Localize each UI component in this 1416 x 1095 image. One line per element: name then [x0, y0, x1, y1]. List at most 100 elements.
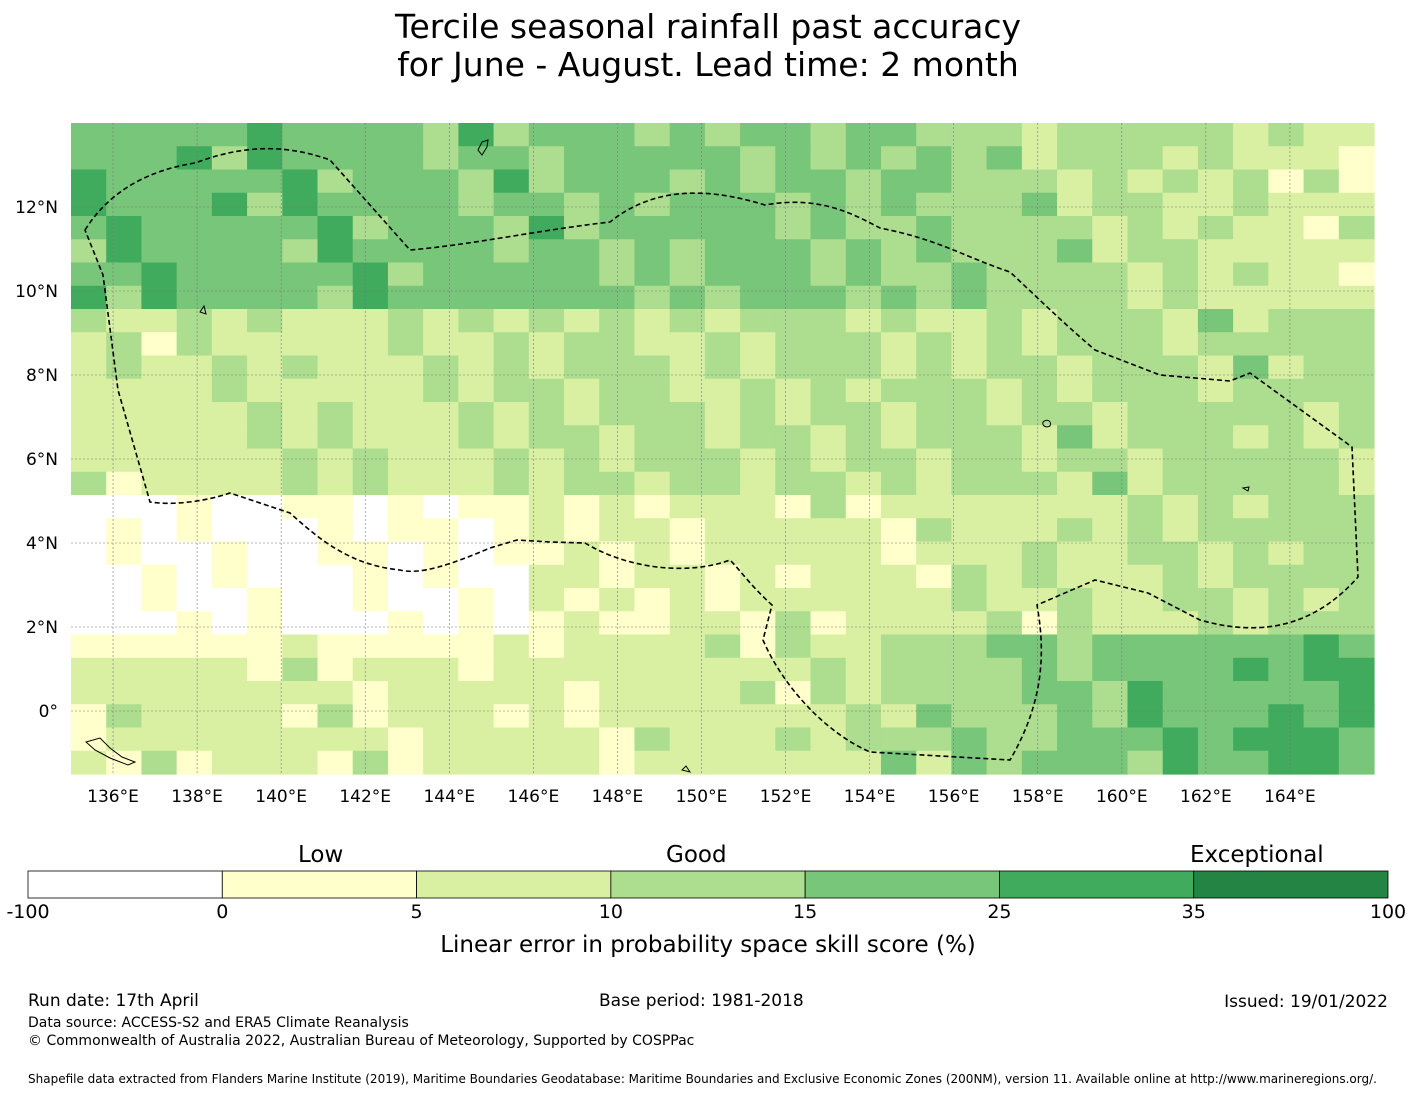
skill-cell	[528, 192, 565, 217]
skill-cell	[1233, 611, 1269, 636]
skill-cell	[106, 634, 143, 659]
skill-cell	[528, 169, 565, 194]
skill-cell	[845, 378, 882, 403]
skill-cell	[1268, 564, 1305, 589]
skill-cell	[1268, 355, 1305, 380]
skill-cell	[528, 448, 565, 473]
skill-cell	[1162, 588, 1199, 612]
skill-cell	[986, 634, 1023, 659]
skill-cell	[740, 750, 776, 775]
skill-cell	[810, 355, 847, 380]
skill-cell	[810, 425, 847, 450]
skill-cell	[1303, 541, 1340, 566]
skill-cell	[775, 471, 812, 496]
skill-cell	[810, 146, 847, 171]
skill-cell	[740, 285, 776, 310]
skill-cell	[1092, 448, 1129, 473]
skill-cell	[599, 657, 636, 682]
skill-cell	[71, 332, 107, 357]
skill-cell	[880, 588, 917, 612]
skill-cell	[1303, 378, 1340, 403]
skill-cell	[1303, 611, 1340, 636]
skill-cell	[564, 285, 600, 310]
skill-cell	[423, 239, 459, 264]
skill-cell	[669, 727, 706, 752]
skill-cell	[317, 611, 354, 636]
skill-cell	[423, 518, 459, 543]
skill-cell	[352, 355, 389, 380]
skill-cell	[775, 355, 812, 380]
skill-cell	[528, 123, 565, 147]
skill-cell	[1162, 634, 1199, 659]
skill-cell	[1162, 541, 1199, 566]
skill-cell	[1127, 285, 1164, 310]
skill-cell	[1197, 564, 1234, 589]
skill-cell	[669, 285, 706, 310]
skill-cell	[880, 425, 917, 450]
skill-cell	[1092, 402, 1129, 426]
skill-cell	[528, 216, 565, 240]
skill-cell	[247, 332, 283, 357]
skill-cell	[317, 285, 354, 310]
skill-cell	[423, 727, 459, 752]
skill-cell	[810, 262, 847, 287]
skill-cell	[458, 402, 495, 426]
skill-cell	[1303, 448, 1340, 473]
colorbar-swatch	[804, 870, 1000, 899]
skill-cell	[387, 495, 424, 519]
skill-cell	[352, 495, 389, 519]
skill-cell	[1127, 704, 1164, 729]
longitude-label: 160°E	[1096, 787, 1148, 807]
skill-cell	[669, 402, 706, 426]
skill-cell	[634, 471, 671, 496]
skill-cell	[916, 518, 953, 543]
skill-cell	[704, 471, 741, 496]
skill-cell	[1268, 681, 1305, 705]
longitude-label: 138°E	[171, 787, 223, 807]
skill-cell	[1162, 495, 1199, 519]
skill-cell	[634, 704, 671, 729]
skill-cell	[1303, 657, 1340, 682]
skill-cell	[1127, 425, 1164, 450]
skill-cell	[1057, 681, 1093, 705]
skill-cell	[1197, 355, 1234, 380]
skill-cell	[1268, 704, 1305, 729]
skill-cell	[387, 657, 424, 682]
skill-cell	[775, 564, 812, 589]
skill-cell	[1021, 169, 1058, 194]
skill-cell	[810, 123, 847, 147]
skill-cell	[493, 309, 530, 333]
skill-cell	[951, 285, 988, 310]
skill-cell	[141, 378, 178, 403]
skill-cell	[704, 634, 741, 659]
skill-cell	[669, 262, 706, 287]
skill-cell	[71, 355, 107, 380]
skill-cell	[1092, 285, 1129, 310]
skill-cell	[986, 355, 1023, 380]
skill-cell	[810, 611, 847, 636]
skill-cell	[880, 239, 917, 264]
skill-cell	[1268, 634, 1305, 659]
skill-cell	[1057, 239, 1093, 264]
skill-cell	[1021, 634, 1058, 659]
longitude-label: 142°E	[339, 787, 391, 807]
skill-cell	[916, 146, 953, 171]
colorbar	[27, 870, 1389, 899]
skill-cell	[247, 634, 283, 659]
skill-cell	[458, 332, 495, 357]
skill-cell	[775, 425, 812, 450]
skill-cell	[845, 634, 882, 659]
skill-cell	[317, 146, 354, 171]
skill-cell	[387, 216, 424, 240]
skill-cell	[387, 704, 424, 729]
skill-cell	[880, 681, 917, 705]
category-label-low: Low	[298, 842, 344, 868]
skill-cell	[528, 355, 565, 380]
skill-cell	[141, 750, 178, 775]
skill-cell	[986, 727, 1023, 752]
skill-cell	[317, 169, 354, 194]
skill-cell	[1197, 727, 1234, 752]
skill-cell	[387, 123, 424, 147]
skill-cell	[1021, 239, 1058, 264]
skill-cell	[387, 611, 424, 636]
